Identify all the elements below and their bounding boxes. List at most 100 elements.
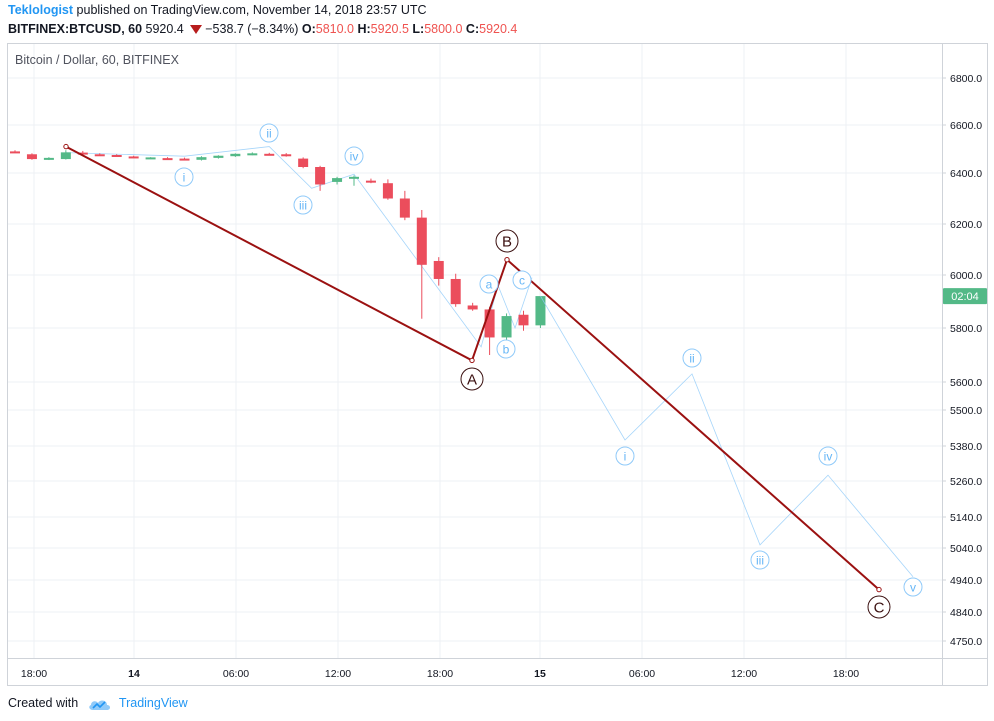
x-tick-label: 18:00 — [21, 668, 47, 680]
candle-body — [247, 153, 258, 156]
sub-wave-proj-label-i: i — [624, 449, 627, 463]
sub-wave-projection-line — [540, 295, 914, 578]
down-triangle-icon — [190, 25, 203, 35]
candle-body — [10, 151, 20, 154]
main-wave-label-B-circle — [495, 229, 519, 253]
candle-body — [416, 217, 427, 265]
main-wave-point[interactable] — [504, 257, 510, 263]
y-tick-label: 5140.0 — [950, 512, 982, 524]
main-wave-point[interactable] — [876, 586, 882, 593]
created-with-label: Created with — [8, 696, 79, 710]
candle-body — [484, 309, 495, 338]
main-wave-point[interactable] — [63, 143, 69, 150]
tradingview-cloud-icon — [88, 700, 110, 710]
candle-body — [179, 158, 190, 161]
y-tick-label: 6800.0 — [950, 73, 982, 85]
x-tick-label: 15 — [534, 668, 546, 680]
y-tick-label: 5260.0 — [950, 476, 982, 488]
candle-body — [365, 180, 376, 183]
y-tick-label: 6600.0 — [950, 120, 982, 132]
candle-body — [332, 178, 343, 182]
sub-wave-label-i-circle — [174, 167, 194, 187]
last-price-tag — [943, 288, 987, 305]
low-value: 5800.0 — [424, 22, 463, 36]
high-value: 5920.5 — [370, 22, 409, 36]
main-wave-label-A-circle — [460, 367, 484, 391]
candle-body — [230, 153, 241, 157]
chart-frame[interactable] — [7, 43, 988, 686]
candle-body — [264, 153, 275, 156]
candle-body — [501, 316, 512, 338]
sub-wave-proj-label-iv: iv — [824, 449, 833, 463]
candle-body — [128, 156, 139, 159]
sub-wave-proj-label-v: v — [910, 580, 916, 594]
candle-body — [111, 155, 122, 157]
sub-wave-proj-label-i-circle — [615, 446, 635, 466]
footer: Created with TradingView — [8, 696, 188, 711]
candle-body — [26, 154, 37, 160]
sub-wave-label-a: a — [486, 277, 493, 291]
ohlc-row: BITFINEX:BTCUSD, 60 5920.4 −538.7 (−8.34… — [8, 22, 518, 36]
candle-body — [162, 158, 173, 161]
main-wave-point[interactable] — [469, 357, 475, 364]
candle-body — [298, 158, 309, 167]
publish-info: Teklologist published on TradingView.com… — [8, 3, 427, 17]
chart-title: Bitcoin / Dollar, 60, BITFINEX — [15, 53, 179, 67]
sub-wave-proj-label-iii: iii — [756, 553, 764, 567]
y-tick-label: 4750.0 — [950, 636, 982, 648]
x-tick-label: 06:00 — [223, 668, 249, 680]
author-link[interactable]: Teklologist — [8, 3, 74, 17]
candle-body — [145, 157, 156, 160]
symbol-label: BITFINEX:BTCUSD, 60 — [8, 22, 143, 36]
x-tick-label: 14 — [128, 668, 140, 680]
main-wave-label-B: B — [502, 233, 512, 250]
main-wave-line — [65, 145, 880, 591]
last-price: 5920.4 — [145, 22, 184, 36]
x-tick-label: 06:00 — [629, 668, 655, 680]
candle-body — [43, 157, 54, 160]
sub-wave-proj-label-ii-circle — [682, 348, 702, 368]
y-tick-label: 5500.0 — [950, 405, 982, 417]
close-value: 5920.4 — [479, 22, 518, 36]
sub-wave-label-ii-circle — [259, 123, 279, 143]
candle-body — [196, 157, 207, 160]
main-wave-label-C: C — [874, 599, 885, 616]
sub-wave-label-a-circle — [479, 274, 499, 294]
sub-wave-label-iv-circle — [344, 146, 364, 166]
x-tick-label: 18:00 — [427, 668, 453, 680]
sub-wave-label-b: b — [503, 342, 510, 356]
y-tick-label: 6000.0 — [950, 270, 982, 282]
last-price-tag-text: 02:04 — [951, 291, 979, 303]
candle-body — [60, 152, 71, 160]
tradingview-link[interactable]: TradingView — [118, 696, 188, 710]
main-wave-label-A: A — [467, 371, 477, 388]
candle-body — [433, 260, 444, 279]
candle-body — [467, 305, 478, 310]
sub-wave-history-line — [65, 146, 533, 348]
published-text: published on TradingView.com, November 1… — [76, 3, 427, 17]
sub-wave-label-c: c — [519, 273, 525, 287]
sub-wave-proj-label-v-circle — [903, 577, 923, 597]
sub-wave-label-i: i — [183, 170, 186, 184]
candle-body — [77, 152, 88, 155]
y-tick-label: 6400.0 — [950, 168, 982, 180]
candle-body — [450, 278, 461, 305]
sub-wave-label-iii: iii — [299, 198, 307, 212]
candle-body — [382, 183, 393, 199]
y-tick-label: 5800.0 — [950, 323, 982, 335]
y-tick-label: 4840.0 — [950, 607, 982, 619]
x-tick-label: 12:00 — [325, 668, 351, 680]
y-tick-label: 5380.0 — [950, 441, 982, 453]
candle-body — [281, 154, 292, 157]
candle-body — [399, 198, 410, 218]
open-value: 5810.0 — [315, 22, 354, 36]
sub-wave-label-c-circle — [512, 270, 532, 290]
sub-wave-label-iv: iv — [350, 149, 359, 163]
y-tick-label: 5600.0 — [950, 377, 982, 389]
candle-body — [518, 314, 529, 326]
price-change: −538.7 (−8.34%) — [205, 22, 299, 36]
candle-body — [349, 176, 359, 179]
candle-body — [213, 155, 224, 158]
sub-wave-label-b-circle — [496, 339, 516, 359]
